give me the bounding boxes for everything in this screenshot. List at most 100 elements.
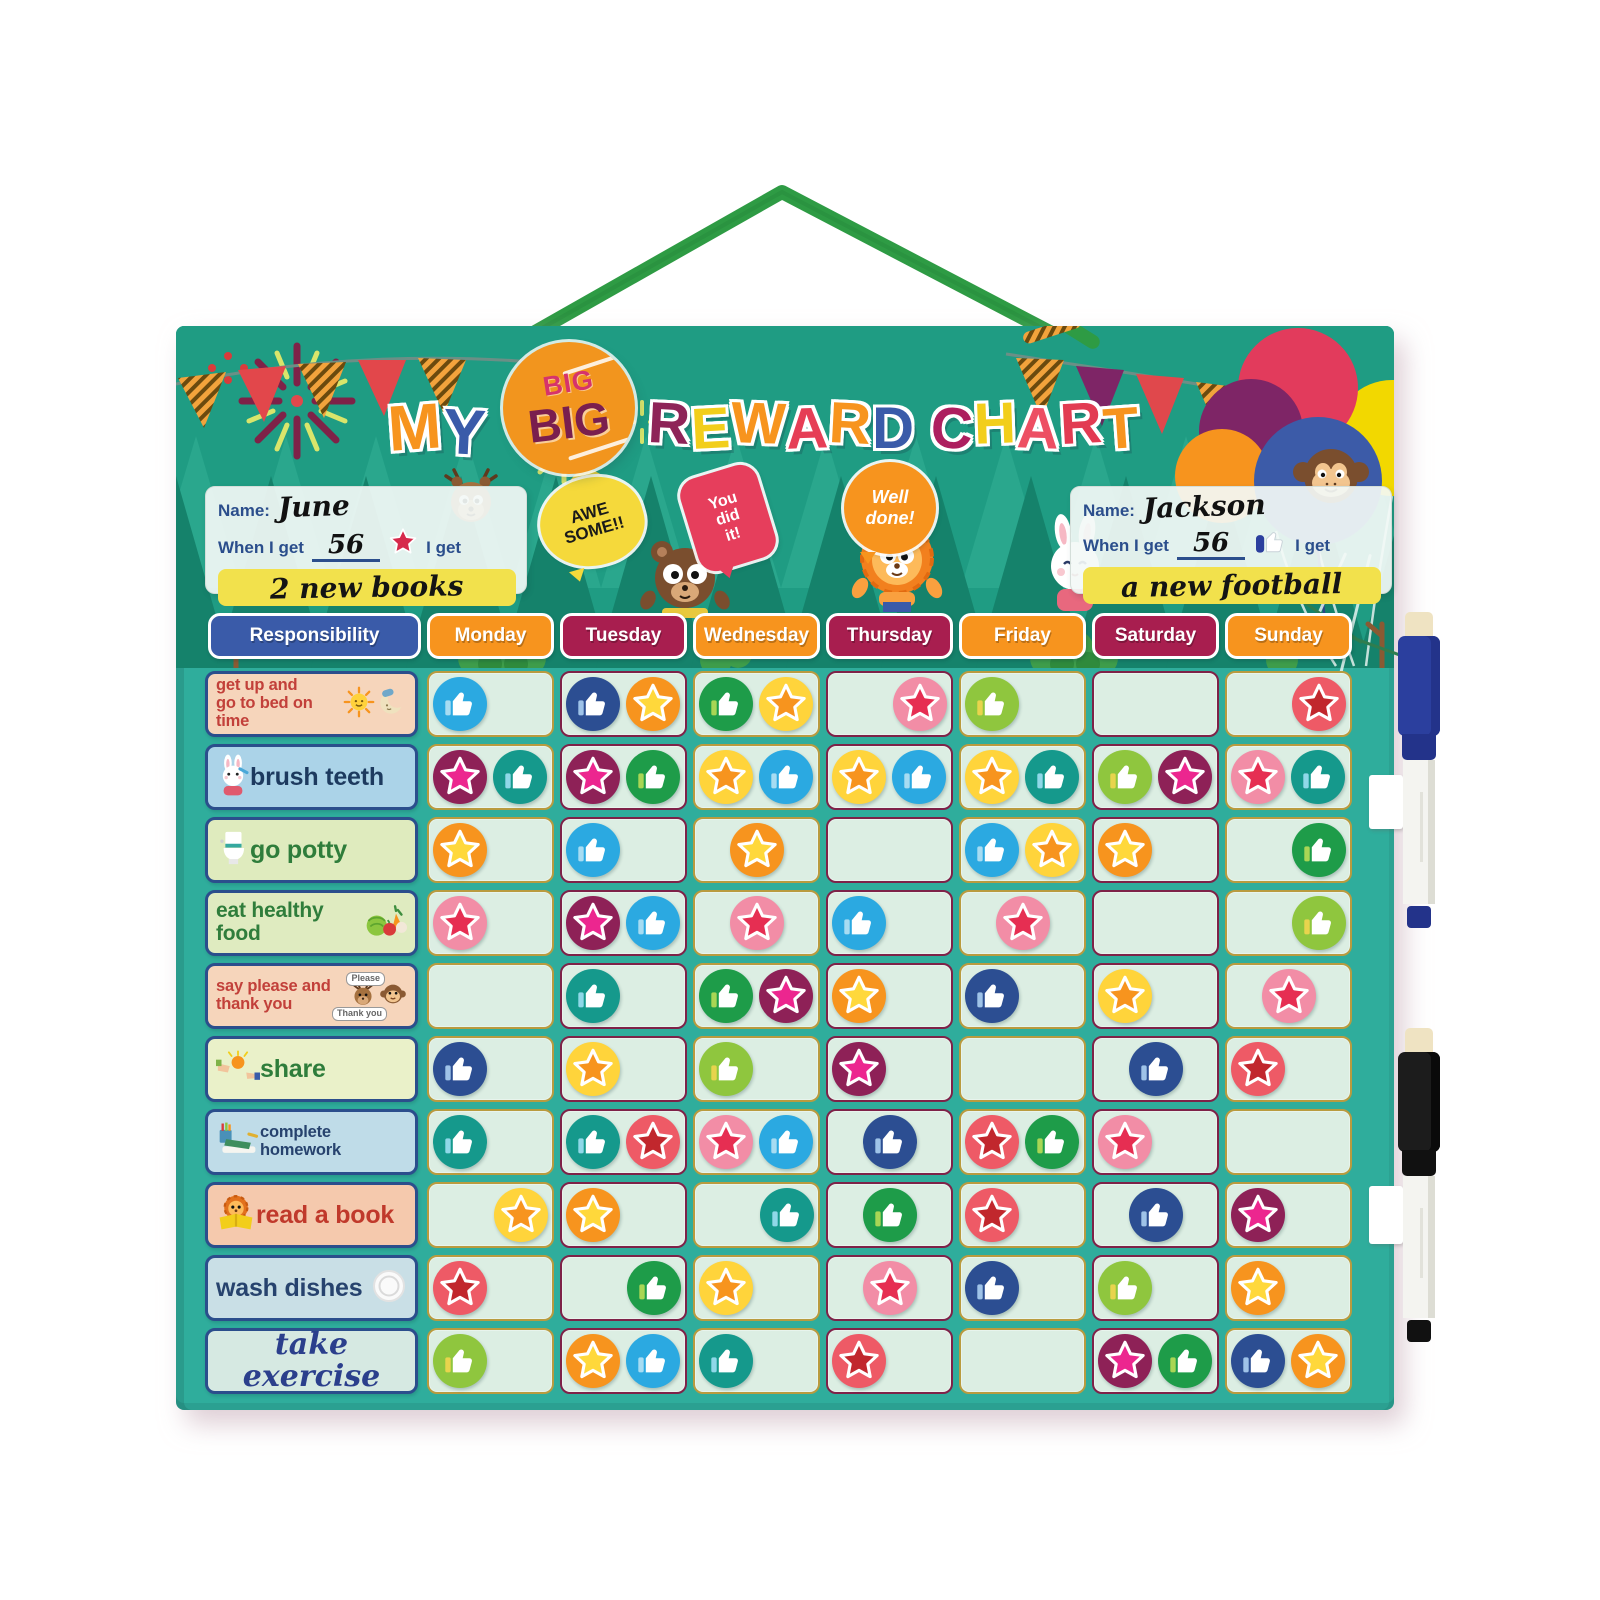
- cell-friday-read-a-book[interactable]: [959, 1182, 1086, 1248]
- cell-tuesday-take-exercise[interactable]: [560, 1328, 687, 1394]
- token-star[interactable]: [433, 823, 487, 877]
- cell-thursday-go-potty[interactable]: [826, 817, 953, 883]
- cell-wednesday-share[interactable]: [693, 1036, 820, 1102]
- token-star[interactable]: [1098, 1115, 1152, 1169]
- token-thumbs-up[interactable]: [566, 677, 620, 731]
- token-thumbs-up[interactable]: [627, 1261, 681, 1315]
- hanging-rope[interactable]: [0, 0, 1600, 400]
- token-star[interactable]: [1158, 750, 1212, 804]
- token-star[interactable]: [893, 677, 947, 731]
- token-star[interactable]: [832, 750, 886, 804]
- token-thumbs-up[interactable]: [566, 969, 620, 1023]
- token-star[interactable]: [965, 1115, 1019, 1169]
- token-thumbs-up[interactable]: [1292, 896, 1346, 950]
- cell-saturday-eat-healthy[interactable]: [1092, 890, 1219, 956]
- token-thumbs-up[interactable]: [1098, 750, 1152, 804]
- cell-thursday-read-a-book[interactable]: [826, 1182, 953, 1248]
- cell-thursday-wash-dishes[interactable]: [826, 1255, 953, 1321]
- token-thumbs-up[interactable]: [965, 1261, 1019, 1315]
- token-star[interactable]: [1098, 823, 1152, 877]
- token-thumbs-up[interactable]: [862, 1188, 917, 1242]
- cell-monday-wash-dishes[interactable]: [427, 1255, 554, 1321]
- reward-bar[interactable]: 2 new books: [218, 569, 516, 606]
- cell-tuesday-complete[interactable]: [560, 1109, 687, 1175]
- token-star[interactable]: [1098, 1334, 1152, 1388]
- cell-friday-wash-dishes[interactable]: [959, 1255, 1086, 1321]
- cell-friday-say-please-and[interactable]: [959, 963, 1086, 1029]
- name-value[interactable]: June: [277, 488, 351, 525]
- token-thumbs-up[interactable]: [626, 896, 680, 950]
- token-thumbs-up[interactable]: [965, 823, 1019, 877]
- blue-marker-pen[interactable]: [1398, 612, 1442, 932]
- cell-monday-say-please-and[interactable]: [427, 963, 554, 1029]
- token-thumbs-up[interactable]: [626, 1334, 680, 1388]
- cell-sunday-read-a-book[interactable]: [1225, 1182, 1352, 1248]
- cell-friday-eat-healthy[interactable]: [959, 890, 1086, 956]
- cell-saturday-complete[interactable]: [1092, 1109, 1219, 1175]
- cell-monday-brush-teeth[interactable]: [427, 744, 554, 810]
- token-thumbs-up[interactable]: [626, 750, 680, 804]
- cell-saturday-go-potty[interactable]: [1092, 817, 1219, 883]
- token-star[interactable]: [759, 677, 813, 731]
- token-thumbs-up[interactable]: [1128, 1188, 1183, 1242]
- token-star[interactable]: [566, 1334, 620, 1388]
- reward-bar[interactable]: a new football: [1083, 567, 1381, 604]
- token-star[interactable]: [1231, 1261, 1285, 1315]
- token-star[interactable]: [433, 1261, 487, 1315]
- token-thumbs-up[interactable]: [566, 1115, 620, 1169]
- cell-wednesday-go-potty[interactable]: [693, 817, 820, 883]
- cell-tuesday-share[interactable]: [560, 1036, 687, 1102]
- cell-thursday-take-exercise[interactable]: [826, 1328, 953, 1394]
- cell-wednesday-say-please-and[interactable]: [693, 963, 820, 1029]
- cell-monday-get-up-and[interactable]: [427, 671, 554, 737]
- token-thumbs-up[interactable]: [493, 750, 547, 804]
- token-thumbs-up[interactable]: [433, 1334, 487, 1388]
- cell-thursday-brush-teeth[interactable]: [826, 744, 953, 810]
- cell-tuesday-eat-healthy[interactable]: [560, 890, 687, 956]
- goal-count-value[interactable]: 56: [1176, 530, 1246, 560]
- token-star[interactable]: [759, 969, 813, 1023]
- cell-wednesday-get-up-and[interactable]: [693, 671, 820, 737]
- cell-monday-take-exercise[interactable]: [427, 1328, 554, 1394]
- token-thumbs-up[interactable]: [699, 677, 753, 731]
- goal-count-value[interactable]: 56: [311, 532, 381, 562]
- cell-saturday-get-up-and[interactable]: [1092, 671, 1219, 737]
- cell-thursday-get-up-and[interactable]: [826, 671, 953, 737]
- token-star[interactable]: [433, 896, 487, 950]
- token-thumbs-up[interactable]: [433, 1042, 487, 1096]
- cell-sunday-go-potty[interactable]: [1225, 817, 1352, 883]
- token-star[interactable]: [433, 750, 487, 804]
- cell-friday-share[interactable]: [959, 1036, 1086, 1102]
- cell-friday-complete[interactable]: [959, 1109, 1086, 1175]
- cell-wednesday-eat-healthy[interactable]: [693, 890, 820, 956]
- cell-saturday-brush-teeth[interactable]: [1092, 744, 1219, 810]
- token-thumbs-up[interactable]: [1025, 750, 1079, 804]
- token-thumbs-up[interactable]: [892, 750, 946, 804]
- cell-friday-get-up-and[interactable]: [959, 671, 1086, 737]
- cell-sunday-share[interactable]: [1225, 1036, 1352, 1102]
- name-value[interactable]: Jackson: [1142, 487, 1267, 526]
- token-star[interactable]: [494, 1188, 548, 1242]
- token-star[interactable]: [699, 1261, 753, 1315]
- cell-friday-brush-teeth[interactable]: [959, 744, 1086, 810]
- token-thumbs-up[interactable]: [433, 677, 487, 731]
- cell-saturday-read-a-book[interactable]: [1092, 1182, 1219, 1248]
- cell-sunday-eat-healthy[interactable]: [1225, 890, 1352, 956]
- cell-saturday-take-exercise[interactable]: [1092, 1328, 1219, 1394]
- token-star[interactable]: [729, 823, 784, 877]
- cell-sunday-get-up-and[interactable]: [1225, 671, 1352, 737]
- cell-saturday-share[interactable]: [1092, 1036, 1219, 1102]
- cell-monday-share[interactable]: [427, 1036, 554, 1102]
- cell-wednesday-read-a-book[interactable]: [693, 1182, 820, 1248]
- token-thumbs-up[interactable]: [965, 969, 1019, 1023]
- token-star[interactable]: [832, 1334, 886, 1388]
- cell-friday-go-potty[interactable]: [959, 817, 1086, 883]
- cell-sunday-brush-teeth[interactable]: [1225, 744, 1352, 810]
- cell-thursday-share[interactable]: [826, 1036, 953, 1102]
- token-star[interactable]: [566, 896, 620, 950]
- token-star[interactable]: [699, 750, 753, 804]
- token-thumbs-up[interactable]: [832, 896, 886, 950]
- cell-sunday-wash-dishes[interactable]: [1225, 1255, 1352, 1321]
- cell-wednesday-complete[interactable]: [693, 1109, 820, 1175]
- token-thumbs-up[interactable]: [699, 1042, 753, 1096]
